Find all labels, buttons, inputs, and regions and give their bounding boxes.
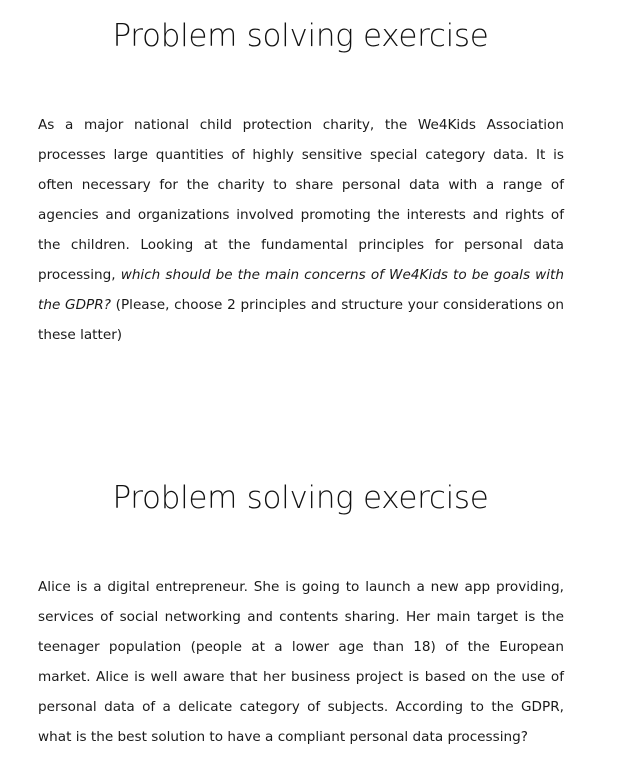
exercise-1-text-part1: As a major national child protection cha… <box>38 117 564 283</box>
exercise-2-title: Problem solving exercise <box>112 480 489 516</box>
exercise-2-text: Alice is a digital entrepreneur. She is … <box>38 579 564 745</box>
exercise-1-title: Problem solving exercise <box>112 18 489 54</box>
exercise-1-text: As a major national child protection cha… <box>38 110 564 350</box>
exercise-1-text-part2: (Please, choose 2 principles and structu… <box>38 297 564 343</box>
exercise-1-question: which should be the main concerns of We4… <box>38 267 564 313</box>
